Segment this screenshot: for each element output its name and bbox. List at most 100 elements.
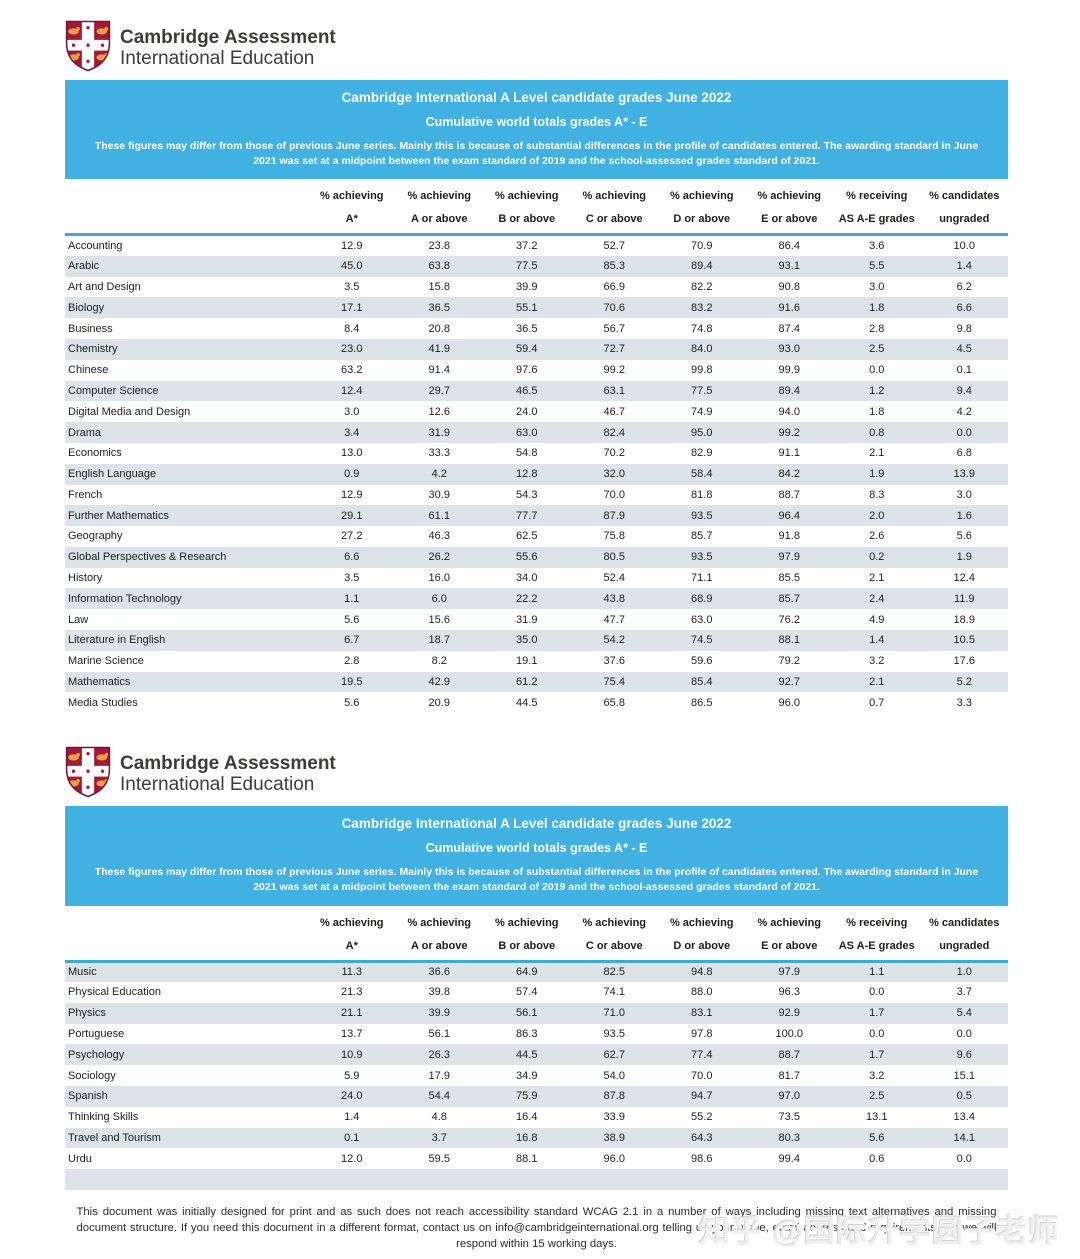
value-cell: 88.1	[778, 634, 800, 647]
value-cell: 55.1	[516, 301, 538, 314]
value-cell: 2.8	[869, 322, 885, 335]
value-cell: 1.8	[869, 301, 885, 314]
value-cell: 2.5	[869, 1090, 885, 1103]
value-cell: 12.4	[953, 572, 975, 585]
value-cell: 91.1	[778, 447, 800, 460]
cambridge-logo-text: Cambridge Assessment International Educa…	[120, 27, 336, 69]
value-cell: 15.8	[428, 280, 450, 293]
table-row: Marine Science 2.8 8.2 19.1 37.6 59.6 79.2 3.2 1…	[65, 651, 1008, 672]
value-cell: 13.4	[953, 1111, 975, 1124]
value-cell: 6.6	[344, 551, 360, 564]
table-row: Computer Science 12.4 29.7 46.5 63.1 77.5 89.4…	[65, 380, 1008, 402]
column-header: % achieving C or above	[570, 916, 658, 963]
value-cell: 34.9	[516, 1069, 538, 1082]
value-cell: 54.3	[516, 488, 538, 501]
value-cell: 35.0	[516, 634, 538, 647]
value-cell: 84.2	[778, 468, 800, 481]
value-cell: 45.0	[341, 260, 363, 273]
banner-subtitle: Cumulative world totals grades A* - E	[425, 115, 648, 129]
subject-cell: Computer Science	[68, 384, 159, 397]
table-row: English Language 0.9 4.2 12.8 32.0 58.4 84.2 1.…	[65, 463, 1008, 485]
table-row: Law 5.6 15.6 31.9 47.7 63.0 76.2 4.9 18.9	[65, 609, 1008, 630]
value-cell: 1.7	[869, 1007, 885, 1020]
value-cell: 52.4	[603, 572, 625, 585]
value-cell: 1.9	[869, 468, 885, 481]
report-banner: Cambridge International A Level candidat…	[65, 80, 1008, 180]
value-cell: 66.9	[603, 280, 625, 293]
value-cell: 93.5	[603, 1027, 625, 1040]
value-cell: 44.5	[516, 696, 538, 709]
value-cell: 0.7	[869, 696, 885, 709]
value-cell: 0.0	[956, 426, 972, 439]
column-header: % achieving E or above	[745, 916, 833, 963]
value-cell: 23.0	[341, 343, 363, 356]
table-row: Business 8.4 20.8 36.5 56.7 74.8 87.4 2.8 9.8	[65, 318, 1008, 339]
value-cell: 85.3	[603, 260, 625, 273]
value-cell: 36.5	[428, 301, 450, 314]
value-cell: 23.8	[428, 240, 450, 253]
value-cell: 85.4	[691, 676, 713, 689]
value-cell: 62.5	[516, 530, 538, 543]
value-cell: 96.4	[778, 509, 800, 522]
subject-cell: Arabic	[68, 260, 100, 273]
value-cell: 99.9	[778, 364, 800, 377]
value-cell: 39.9	[428, 1007, 450, 1020]
value-cell: 33.3	[428, 447, 450, 460]
value-cell: 41.9	[428, 343, 450, 356]
value-cell: 16.0	[428, 572, 450, 585]
value-cell: 39.8	[428, 986, 450, 999]
report-banner: Cambridge International A Level candidat…	[65, 806, 1008, 906]
value-cell: 0.1	[956, 364, 972, 377]
value-cell: 82.4	[603, 426, 625, 439]
table-row: Urdu 12.0 59.5 88.1 96.0 98.6 99.4 0.6 0.0	[65, 1148, 1008, 1169]
value-cell: 55.6	[516, 551, 538, 564]
value-cell: 70.6	[603, 301, 625, 314]
value-cell: 87.9	[603, 509, 625, 522]
value-cell: 72.7	[603, 343, 625, 356]
subject-cell: Literature in English	[68, 634, 166, 647]
value-cell: 2.5	[869, 343, 885, 356]
value-cell: 93.5	[691, 551, 713, 564]
watermark: 知乎 @国际升学圆子老师	[699, 1214, 1060, 1249]
value-cell: 0.6	[869, 1152, 885, 1165]
value-cell: 56.1	[428, 1027, 450, 1040]
subject-column-header	[65, 190, 308, 237]
table-row: Further Mathematics 29.1 61.1 77.7 87.9 93.5 9…	[65, 505, 1008, 527]
value-cell: 47.7	[603, 613, 625, 626]
value-cell: 70.0	[691, 1069, 713, 1082]
header-row: % achieving A*% achieving A or above% achi…	[65, 916, 1008, 963]
value-cell: 54.4	[428, 1090, 450, 1103]
column-header: % achieving C or above	[570, 190, 658, 237]
value-cell: 0.0	[869, 986, 885, 999]
subject-cell: Spanish	[68, 1090, 108, 1103]
value-cell: 12.4	[341, 384, 363, 397]
value-cell: 3.7	[956, 986, 972, 999]
subject-cell: Digital Media and Design	[68, 405, 191, 418]
value-cell: 80.5	[603, 551, 625, 564]
table-row: Psychology 10.9 26.3 44.5 62.7 77.4 88.7 1.7 9.6	[65, 1044, 1008, 1066]
value-cell: 19.5	[341, 676, 363, 689]
subject-cell: Physical Education	[68, 986, 161, 999]
column-header: % achieving E or above	[745, 190, 833, 237]
value-cell: 17.1	[341, 301, 363, 314]
table-row: Physics 21.1 39.9 56.1 71.0 83.1 92.9 1.7 5.4	[65, 1002, 1008, 1024]
value-cell: 99.4	[778, 1152, 800, 1165]
value-cell: 33.9	[603, 1111, 625, 1124]
column-header: % receiving AS A-E grades	[833, 190, 921, 237]
value-cell: 86.4	[778, 240, 800, 253]
value-cell: 22.2	[516, 592, 538, 605]
table-row: Thinking Skills 1.4 4.8 16.4 33.9 55.2 73.5 13.…	[65, 1107, 1008, 1128]
value-cell: 100.0	[775, 1027, 804, 1040]
value-cell: 54.8	[516, 447, 538, 460]
cambridge-logo-text: Cambridge Assessment International Educa…	[120, 754, 336, 795]
value-cell: 86.3	[516, 1027, 538, 1040]
value-cell: 59.5	[428, 1152, 450, 1165]
value-cell: 70.2	[603, 447, 625, 460]
value-cell: 86.5	[691, 696, 713, 709]
subject-cell: History	[68, 572, 103, 585]
value-cell: 59.4	[516, 343, 538, 356]
value-cell: 3.3	[956, 696, 972, 709]
value-cell: 1.4	[344, 1111, 360, 1124]
value-cell: 0.5	[956, 1090, 972, 1103]
value-cell: 98.6	[691, 1152, 713, 1165]
